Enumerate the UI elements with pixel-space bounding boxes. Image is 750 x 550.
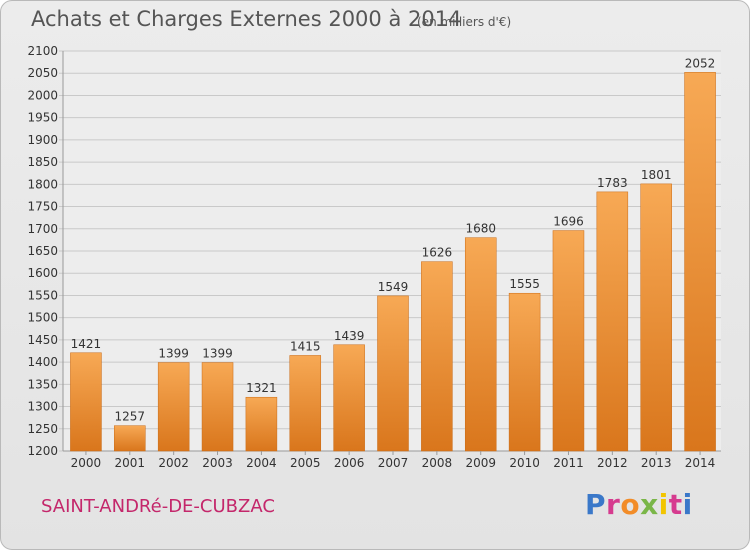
- bar-value-label: 1257: [115, 410, 146, 424]
- y-tick-label: 1400: [27, 355, 58, 369]
- bar-value-label: 1555: [509, 277, 540, 291]
- bar: [245, 396, 278, 452]
- bar-value-label: 1626: [422, 246, 453, 260]
- bar: [114, 425, 146, 452]
- bar: [289, 355, 322, 452]
- bar-value-label: 1680: [465, 222, 496, 236]
- bar: [377, 295, 409, 452]
- x-tick-label: 2013: [641, 456, 672, 470]
- y-tick-label: 1250: [27, 422, 58, 436]
- bar: [333, 344, 365, 452]
- bar-value-label: 1549: [378, 280, 409, 294]
- commune-name: SAINT-ANDRé-DE-CUBZAC: [41, 496, 275, 517]
- bar: [552, 230, 585, 452]
- chart-title: Achats et Charges Externes 2000 à 2014: [31, 7, 462, 31]
- x-tick-label: 2002: [158, 456, 189, 470]
- x-tick-label: 2011: [553, 456, 584, 470]
- y-tick-label: 1600: [27, 266, 58, 280]
- proxiti-logo: Proxiti: [585, 488, 693, 521]
- chart-unit: (en milliers d'€): [417, 15, 512, 29]
- y-tick-label: 1350: [27, 377, 58, 391]
- x-tick-label: 2003: [202, 456, 233, 470]
- y-tick-label: 1900: [27, 133, 58, 147]
- x-tick-label: 2009: [465, 456, 496, 470]
- bar-value-label: 1321: [246, 381, 277, 395]
- y-tick-label: 1550: [27, 288, 58, 302]
- x-tick-label: 2012: [597, 456, 628, 470]
- logo-letter: P: [585, 488, 607, 521]
- y-tick-label: 1750: [27, 200, 58, 214]
- bar-value-label: 1439: [334, 329, 365, 343]
- y-tick-label: 1800: [27, 177, 58, 191]
- logo-letter: t: [668, 488, 683, 521]
- x-tick-label: 2005: [290, 456, 321, 470]
- y-tick-label: 2100: [27, 44, 58, 58]
- bar-value-label: 1399: [202, 347, 233, 361]
- bar-value-label: 1415: [290, 339, 321, 353]
- bar: [421, 261, 453, 452]
- logo-letter: r: [606, 488, 621, 521]
- y-tick-label: 1950: [27, 111, 58, 125]
- bar: [464, 237, 497, 452]
- bar-value-label: 1399: [158, 347, 189, 361]
- logo-letter: x: [640, 488, 659, 521]
- x-tick-label: 2006: [334, 456, 365, 470]
- bar-value-label: 2052: [685, 56, 716, 70]
- logo-letter: i: [682, 488, 693, 521]
- x-tick-label: 2008: [422, 456, 453, 470]
- logo-letter: o: [620, 488, 641, 521]
- y-tick-label: 1200: [27, 444, 58, 458]
- bar-value-label: 1801: [641, 168, 672, 182]
- bar: [70, 352, 102, 452]
- bar: [684, 72, 716, 452]
- y-tick-label: 1500: [27, 311, 58, 325]
- x-tick-label: 2014: [685, 456, 716, 470]
- bar-value-label: 1783: [597, 176, 628, 190]
- bar: [640, 183, 672, 452]
- x-tick-label: 2010: [509, 456, 540, 470]
- x-tick-label: 2000: [71, 456, 102, 470]
- y-tick-label: 2000: [27, 88, 58, 102]
- x-tick-label: 2004: [246, 456, 277, 470]
- y-tick-label: 1700: [27, 222, 58, 236]
- y-tick-label: 2050: [27, 66, 58, 80]
- bar: [596, 191, 629, 452]
- y-tick-label: 1650: [27, 244, 58, 258]
- y-tick-label: 1300: [27, 400, 58, 414]
- x-tick-label: 2007: [378, 456, 409, 470]
- y-tick-label: 1850: [27, 155, 58, 169]
- x-tick-label: 2001: [115, 456, 146, 470]
- bar-value-label: 1421: [71, 337, 102, 351]
- bar-value-label: 1696: [553, 215, 584, 229]
- logo-letter: i: [658, 488, 669, 521]
- y-tick-label: 1450: [27, 333, 58, 347]
- bar: [508, 292, 541, 452]
- bar: [157, 362, 190, 452]
- bar: [201, 362, 234, 452]
